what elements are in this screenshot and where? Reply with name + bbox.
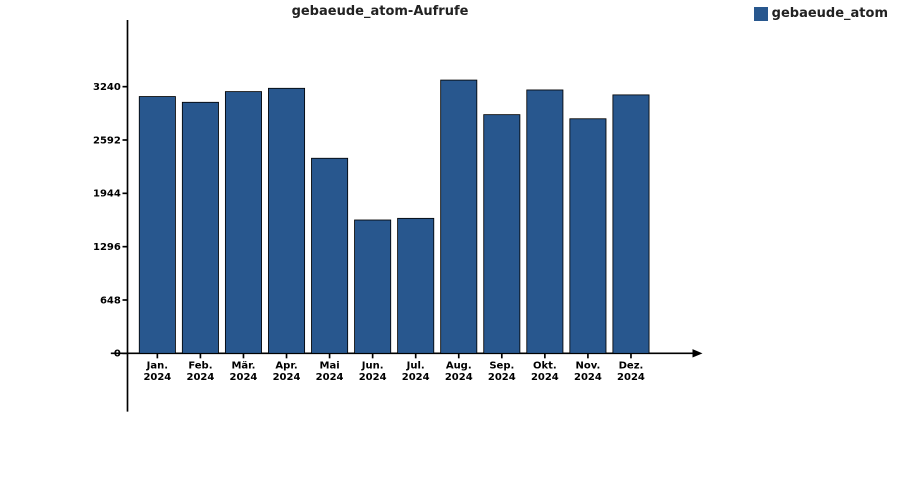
x-tick-label-month: Mai <box>320 360 340 371</box>
y-tick-label: 2592 <box>93 135 121 146</box>
x-tick-label-month: Apr. <box>275 360 297 371</box>
bar <box>527 90 563 353</box>
chart-container: gebaeude_atom-Aufrufe gebaeude_atom 0 648… <box>0 0 900 500</box>
x-tick-label-year: 2024 <box>316 372 344 383</box>
x-tick-label-year: 2024 <box>445 372 473 383</box>
x-tick-label-year: 2024 <box>488 372 516 383</box>
x-tick-label-month: Nov. <box>576 360 601 371</box>
bar <box>441 80 477 353</box>
bar <box>484 115 520 354</box>
x-tick-label-year: 2024 <box>402 372 430 383</box>
x-tick-label-month: Dez. <box>619 360 644 371</box>
x-tick-label-year: 2024 <box>617 372 645 383</box>
y-tick-label: 0 <box>114 349 121 360</box>
y-tick-label: 648 <box>100 295 121 306</box>
x-tick-label-year: 2024 <box>230 372 258 383</box>
x-tick-label-month: Jan. <box>146 360 168 371</box>
legend-label: gebaeude_atom <box>772 6 888 21</box>
x-tick-label-year: 2024 <box>186 372 214 383</box>
bar <box>355 220 391 353</box>
x-tick-label-month: Jun. <box>361 360 384 371</box>
y-tick-label: 1296 <box>93 242 121 253</box>
x-tick-label-month: Sep. <box>489 360 514 371</box>
x-tick-label-month: Feb. <box>188 360 212 371</box>
x-tick-label-month: Jul. <box>406 360 425 371</box>
chart-title: gebaeude_atom-Aufrufe <box>0 4 760 19</box>
x-tick-label-year: 2024 <box>143 372 171 383</box>
x-tick-label-year: 2024 <box>531 372 559 383</box>
bar <box>139 97 175 354</box>
bar <box>225 92 261 354</box>
bar <box>312 158 348 353</box>
x-tick-label-month: Okt. <box>533 360 557 371</box>
x-tick-label-month: Aug. <box>446 360 472 371</box>
bar <box>182 102 218 353</box>
y-tick-label: 3240 <box>93 82 121 93</box>
legend: gebaeude_atom <box>754 6 888 21</box>
bar <box>398 218 434 353</box>
y-tick-label: 1944 <box>93 189 121 200</box>
bar <box>570 119 606 354</box>
x-tick-label-year: 2024 <box>359 372 387 383</box>
bar <box>268 88 304 353</box>
x-tick-label-month: Mär. <box>231 360 255 371</box>
bar-chart-plot: 06481296194425923240Jan.2024Feb.2024Mär.… <box>70 20 760 420</box>
x-tick-label-year: 2024 <box>273 372 301 383</box>
bar <box>613 95 649 353</box>
legend-swatch <box>754 7 768 21</box>
x-tick-label-year: 2024 <box>574 372 602 383</box>
